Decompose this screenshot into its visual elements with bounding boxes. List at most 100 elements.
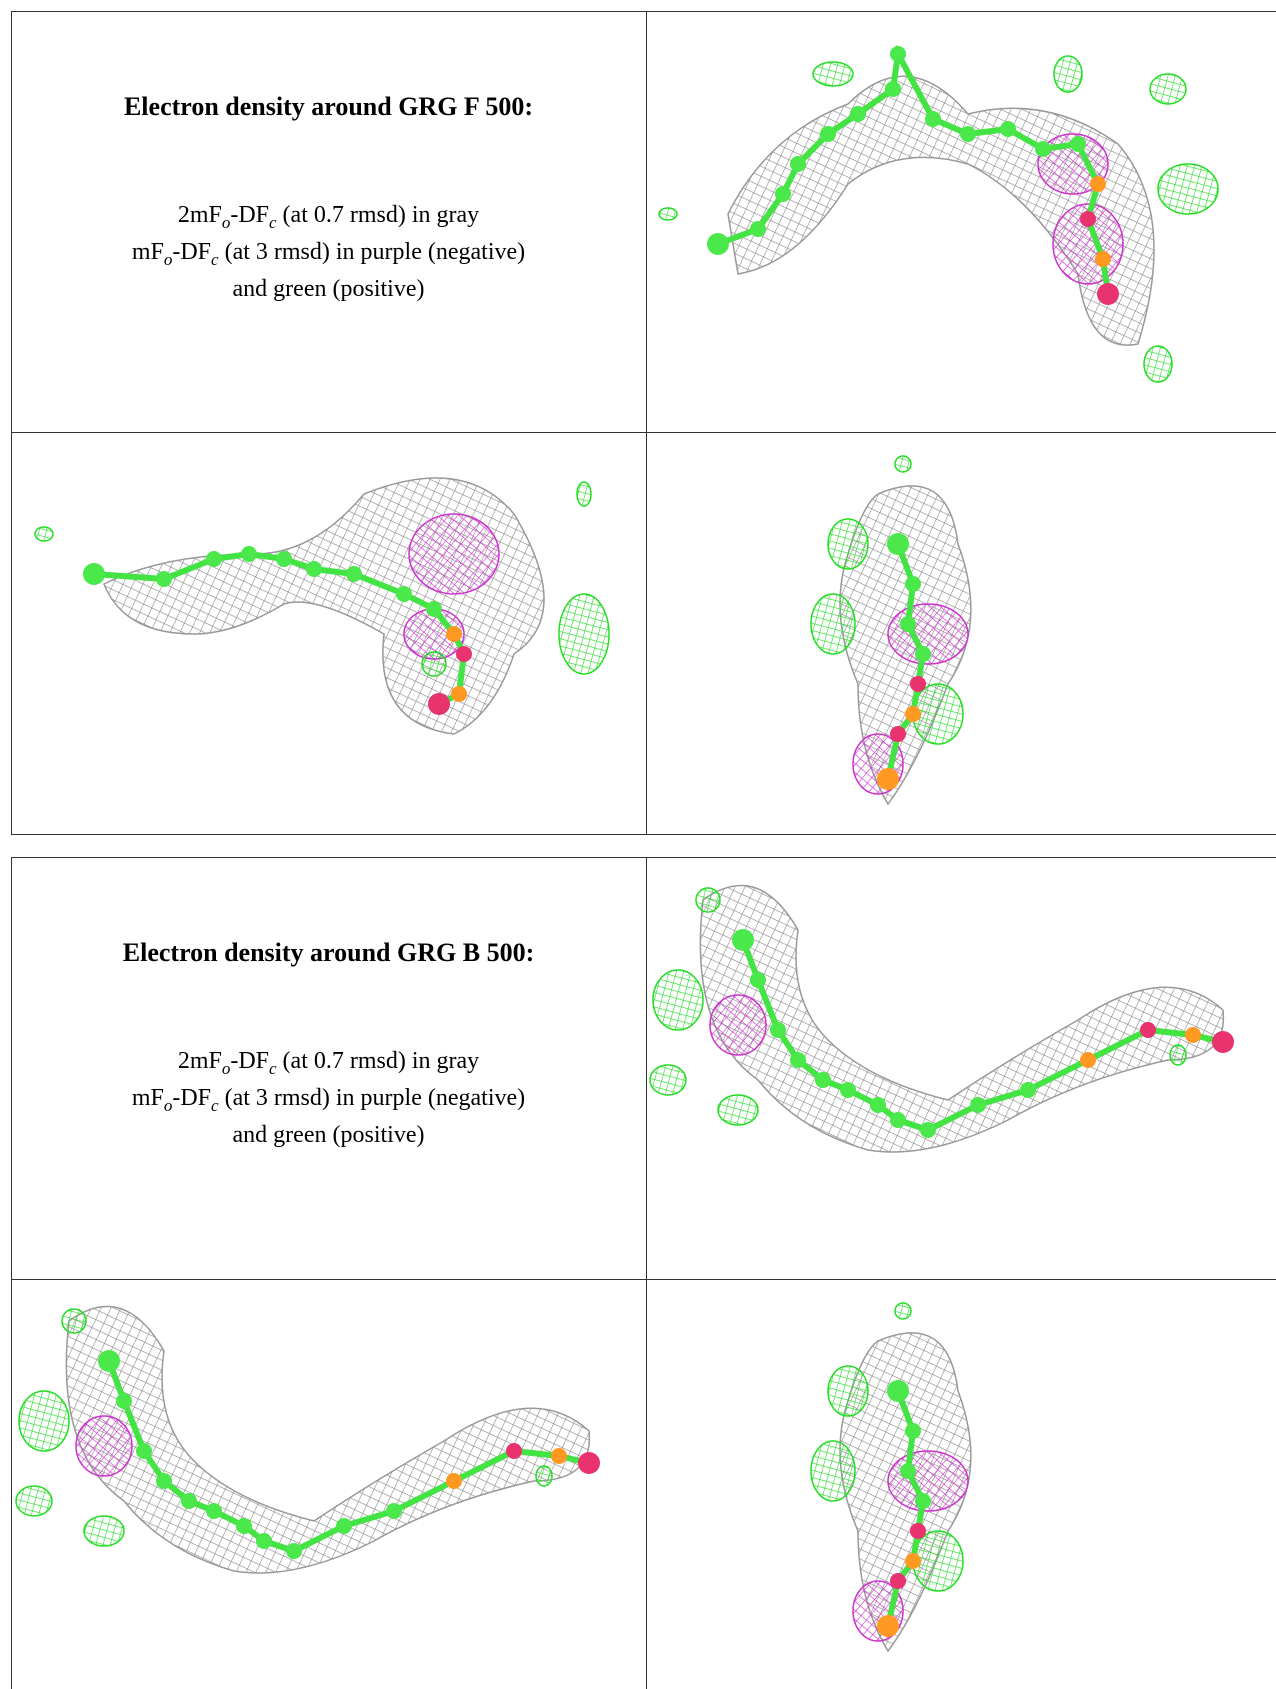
positive-density bbox=[718, 1095, 758, 1125]
atom bbox=[206, 1503, 222, 1519]
atom bbox=[1095, 251, 1111, 267]
subscript: c bbox=[269, 213, 277, 232]
positive-density bbox=[811, 594, 855, 654]
atom bbox=[770, 1022, 786, 1038]
atom bbox=[156, 1473, 172, 1489]
positive-density bbox=[828, 1366, 868, 1416]
positive-density bbox=[577, 482, 591, 506]
atom bbox=[920, 1122, 936, 1138]
negative-density bbox=[76, 1416, 132, 1476]
structure-image bbox=[14, 1281, 644, 1687]
positive-density bbox=[895, 1303, 911, 1319]
atom bbox=[1035, 141, 1051, 157]
atom bbox=[905, 576, 921, 592]
atom bbox=[1090, 176, 1106, 192]
atom bbox=[915, 646, 931, 662]
atom bbox=[456, 646, 472, 662]
text: -DF bbox=[172, 239, 211, 265]
atom bbox=[241, 546, 257, 562]
atom bbox=[1080, 211, 1096, 227]
atom bbox=[732, 929, 754, 951]
text: and green (positive) bbox=[233, 276, 425, 302]
positive-density bbox=[536, 1466, 552, 1486]
atom bbox=[1097, 283, 1119, 305]
positive-density bbox=[813, 62, 853, 86]
row-divider bbox=[12, 1279, 1276, 1280]
caption-cell: Electron density around GRG B 500:2mFo-D… bbox=[12, 858, 646, 1279]
atom bbox=[820, 126, 836, 142]
atom bbox=[885, 81, 901, 97]
cell-divider bbox=[646, 858, 647, 1689]
text: (at 0.7 rmsd) in gray bbox=[277, 202, 480, 228]
text: -DF bbox=[230, 202, 269, 228]
cell-divider bbox=[646, 12, 647, 834]
atom bbox=[206, 551, 222, 567]
row-divider bbox=[12, 432, 1276, 433]
atom bbox=[750, 221, 766, 237]
atom bbox=[790, 1052, 806, 1068]
text: (at 3 rmsd) in purple (negative) bbox=[219, 239, 526, 265]
atom bbox=[850, 106, 866, 122]
atom bbox=[707, 233, 729, 255]
positive-density bbox=[659, 208, 677, 220]
atom bbox=[887, 1380, 909, 1402]
density-mesh bbox=[104, 478, 544, 734]
atom bbox=[181, 1493, 197, 1509]
atom bbox=[970, 1097, 986, 1113]
caption-line: and green (positive) bbox=[12, 276, 645, 303]
positive-density bbox=[1054, 56, 1082, 92]
atom bbox=[815, 1072, 831, 1088]
negative-density bbox=[710, 995, 766, 1055]
atom bbox=[386, 1503, 402, 1519]
atom bbox=[551, 1448, 567, 1464]
atom bbox=[790, 156, 806, 172]
atom bbox=[900, 616, 916, 632]
atom bbox=[256, 1533, 272, 1549]
atom bbox=[156, 571, 172, 587]
atom bbox=[900, 1463, 916, 1479]
caption-line: 2mFo-DFc (at 0.7 rmsd) in gray bbox=[12, 1048, 645, 1079]
positive-density bbox=[422, 652, 446, 676]
page: Electron density around GRG F 500: 2mFo-D… bbox=[0, 0, 1276, 1688]
text: (at 3 rmsd) in purple (negative) bbox=[219, 1085, 526, 1111]
text: (at 0.7 rmsd) in gray bbox=[277, 1048, 480, 1074]
atom bbox=[136, 1443, 152, 1459]
structure-image bbox=[648, 1281, 1276, 1687]
atom bbox=[915, 1493, 931, 1509]
atom bbox=[960, 126, 976, 142]
atom bbox=[910, 676, 926, 692]
atom bbox=[870, 1097, 886, 1113]
structure-image bbox=[14, 434, 644, 832]
positive-density bbox=[811, 1441, 855, 1501]
positive-density bbox=[895, 456, 911, 472]
atom bbox=[890, 46, 906, 62]
atom bbox=[1020, 1082, 1036, 1098]
atom bbox=[346, 566, 362, 582]
structure-image bbox=[648, 860, 1276, 1277]
atom bbox=[451, 686, 467, 702]
caption-title: Electron density around GRG F 500: bbox=[12, 92, 645, 122]
atom bbox=[1140, 1022, 1156, 1038]
atom bbox=[890, 726, 906, 742]
positive-density bbox=[19, 1391, 69, 1451]
atom bbox=[426, 601, 442, 617]
atom bbox=[1070, 136, 1086, 152]
atom bbox=[750, 972, 766, 988]
atom bbox=[396, 586, 412, 602]
atom bbox=[905, 1553, 921, 1569]
subscript: c bbox=[211, 1096, 219, 1115]
table: Electron density around GRG F 500:2mFo-D… bbox=[11, 11, 1276, 835]
table: Electron density around GRG B 500:2mFo-D… bbox=[11, 857, 1276, 1689]
atom bbox=[1080, 1052, 1096, 1068]
atom bbox=[840, 1082, 856, 1098]
caption-cell: Electron density around GRG F 500:2mFo-D… bbox=[12, 12, 646, 432]
atom bbox=[890, 1573, 906, 1589]
atom bbox=[276, 551, 292, 567]
atom bbox=[877, 1615, 899, 1637]
text: mF bbox=[132, 1085, 164, 1111]
structure-image bbox=[648, 434, 1276, 832]
atom bbox=[905, 706, 921, 722]
atom bbox=[925, 111, 941, 127]
subscript: c bbox=[211, 250, 219, 269]
structure-image bbox=[648, 14, 1276, 430]
